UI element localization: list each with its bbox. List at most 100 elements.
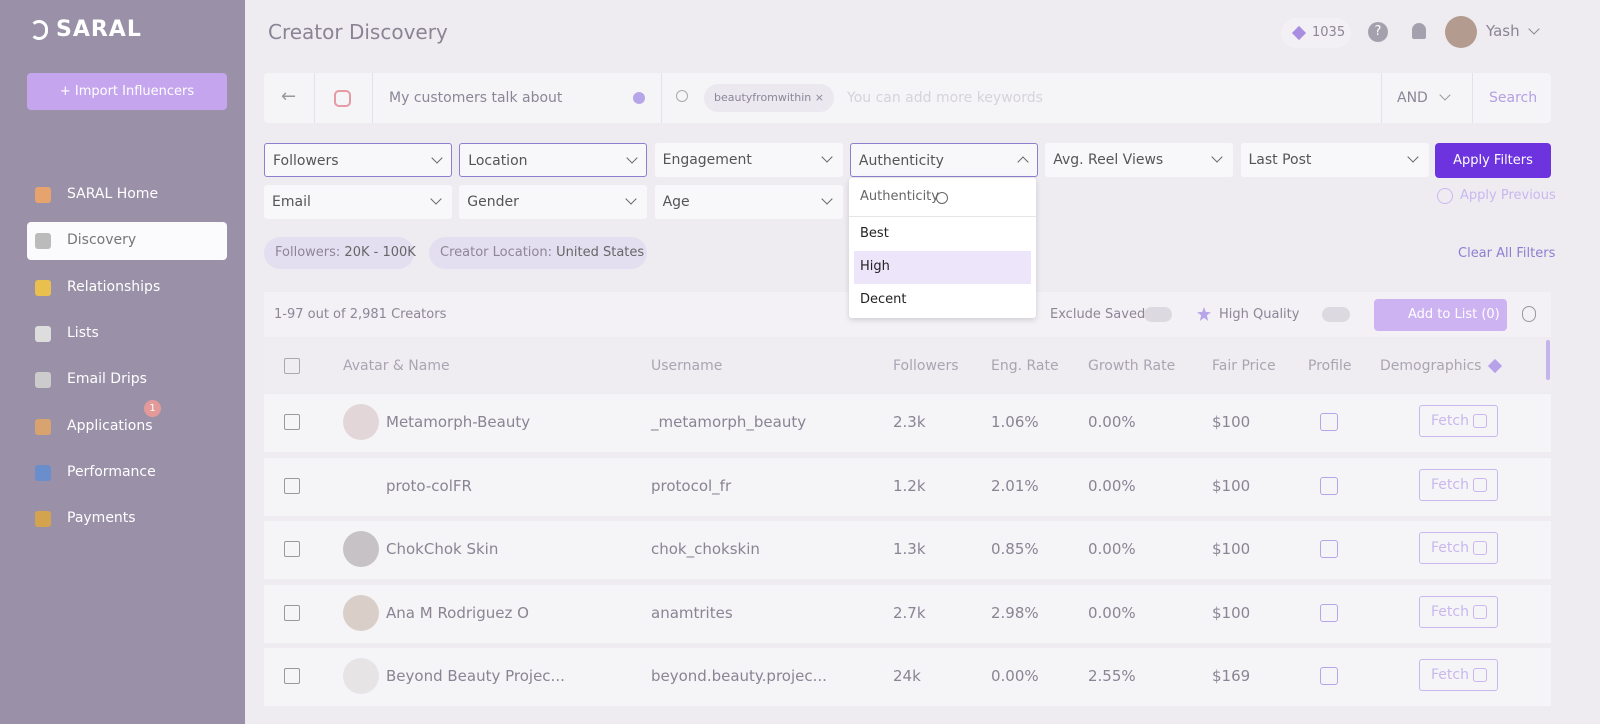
creator-avatar: [343, 404, 379, 440]
fetch-button[interactable]: Fetch: [1419, 595, 1498, 628]
operator[interactable]: AND: [1397, 90, 1428, 106]
creator-avatar: [343, 467, 379, 504]
nav-item[interactable]: Relationships: [27, 269, 227, 307]
fetch-label: Fetch: [1431, 603, 1469, 620]
logo-icon: [30, 20, 48, 40]
cell: beyond.beauty.projec...: [651, 667, 827, 685]
cell: 1.06%: [991, 413, 1039, 431]
search-input[interactable]: My customers talk about: [389, 90, 563, 106]
toggle[interactable]: [1322, 307, 1350, 322]
column-header: Profile: [1308, 358, 1352, 374]
cell: 0.85%: [991, 540, 1039, 558]
filter-chip: Creator Location: United States: [429, 237, 647, 269]
row-checkbox[interactable]: [284, 668, 300, 684]
nav-label: Payments: [67, 510, 136, 527]
chevron: [1211, 151, 1223, 163]
filter-select[interactable]: Engagement: [654, 143, 843, 177]
keyword-input[interactable]: You can add more keywords: [847, 90, 1043, 106]
filter-label: Followers: [273, 153, 339, 169]
filter-select[interactable]: Age: [654, 185, 843, 219]
filter-select[interactable]: Avg. Reel Views: [1045, 143, 1234, 177]
nav-item[interactable]: Payments: [27, 500, 227, 538]
row-checkbox[interactable]: [284, 477, 300, 494]
cell: _metamorph_beauty: [651, 413, 807, 431]
toggle[interactable]: [1144, 307, 1172, 322]
search-button[interactable]: Search: [1489, 90, 1538, 106]
chevron: [430, 193, 442, 205]
back-button[interactable]: ←: [281, 86, 297, 107]
fetch-button[interactable]: Fetch: [1419, 659, 1498, 691]
fetch-icon: [1473, 477, 1487, 492]
filter-select[interactable]: Email: [264, 185, 452, 219]
page-title: Creator Discovery: [268, 20, 448, 44]
cell: $169: [1212, 667, 1251, 685]
filter-select[interactable]: Location: [459, 143, 648, 177]
filter-select[interactable]: Last Post: [1240, 143, 1429, 177]
fetch-button[interactable]: Fetch: [1419, 405, 1498, 437]
brand: SARAL: [56, 17, 142, 42]
fetch-icon: [1473, 604, 1487, 619]
nav-label: Email Drips: [67, 371, 147, 388]
cell: 0.00%: [1088, 476, 1136, 495]
header-checkbox[interactable]: [284, 358, 300, 374]
row-checkbox[interactable]: [284, 414, 300, 430]
sidebar: SARAL + Import Influencers SARAL Home Disco…: [0, 0, 245, 724]
add-to-list-button[interactable]: Add to List (0): [1374, 299, 1507, 331]
cell: 0.00%: [1088, 413, 1136, 431]
filter-label: Gender: [467, 194, 519, 210]
dropdown-option[interactable]: Best: [854, 218, 1031, 251]
creator-name: Beyond Beauty Projec...: [386, 667, 565, 685]
help-icon[interactable]: ?: [1368, 22, 1388, 42]
fetch-icon: [1473, 414, 1487, 428]
scrollbar: [1546, 340, 1550, 380]
creator-avatar: [343, 531, 379, 567]
profile-icon[interactable]: [1320, 603, 1338, 622]
dropdown-option[interactable]: Decent: [854, 284, 1031, 317]
nav-badge: 1: [144, 399, 161, 417]
nav-item[interactable]: Applications 1: [27, 399, 227, 446]
profile-icon[interactable]: [1320, 667, 1338, 685]
settings-icon[interactable]: [1522, 306, 1536, 322]
divider: [372, 73, 373, 123]
nav-icon: [35, 511, 51, 528]
cell: $100: [1212, 413, 1251, 431]
apply-previous[interactable]: Apply Previous: [1460, 188, 1556, 203]
filter-select[interactable]: Followers: [264, 143, 452, 177]
cell: 2.3k: [893, 413, 926, 431]
fetch-button[interactable]: Fetch: [1419, 532, 1498, 564]
nav-item[interactable]: SARAL Home: [27, 176, 227, 214]
star-icon: [1197, 307, 1211, 321]
chevron: [431, 152, 443, 164]
apply-filters-button[interactable]: Apply Filters: [1435, 143, 1551, 178]
column-header: Avatar & Name: [343, 358, 450, 374]
row-checkbox[interactable]: [284, 541, 300, 557]
nav-item[interactable]: Lists: [27, 315, 227, 353]
creator-avatar: [343, 594, 379, 631]
bell-icon[interactable]: [1412, 23, 1426, 39]
row-checkbox[interactable]: [284, 604, 300, 621]
user-name: Yash: [1486, 22, 1520, 40]
chevron: [626, 152, 638, 164]
column-header: Demographics: [1380, 358, 1482, 374]
filter-chip: Followers: 20K - 100K: [264, 237, 416, 269]
profile-icon[interactable]: [1320, 413, 1338, 431]
profile-icon[interactable]: [1320, 476, 1338, 495]
cell: 24k: [893, 667, 921, 685]
filter-select[interactable]: Authenticity: [849, 143, 1038, 177]
column-header: Followers: [893, 358, 959, 374]
filter-label: Location: [468, 153, 528, 169]
info-icon: [936, 192, 948, 204]
nav-icon: [35, 418, 51, 435]
column-header: Fair Price: [1212, 358, 1276, 374]
nav-item[interactable]: Discovery: [27, 222, 227, 261]
profile-icon[interactable]: [1320, 540, 1338, 558]
dropdown-option[interactable]: High: [854, 251, 1031, 284]
filter-select[interactable]: Gender: [459, 185, 648, 219]
fetch-button[interactable]: Fetch: [1419, 468, 1498, 501]
nav-item[interactable]: Performance: [27, 454, 227, 492]
nav-item[interactable]: Email Drips: [27, 361, 227, 399]
import-button[interactable]: + Import Influencers: [27, 73, 227, 110]
instagram-icon: [334, 90, 351, 107]
clear-filters[interactable]: Clear All Filters: [1458, 246, 1556, 261]
